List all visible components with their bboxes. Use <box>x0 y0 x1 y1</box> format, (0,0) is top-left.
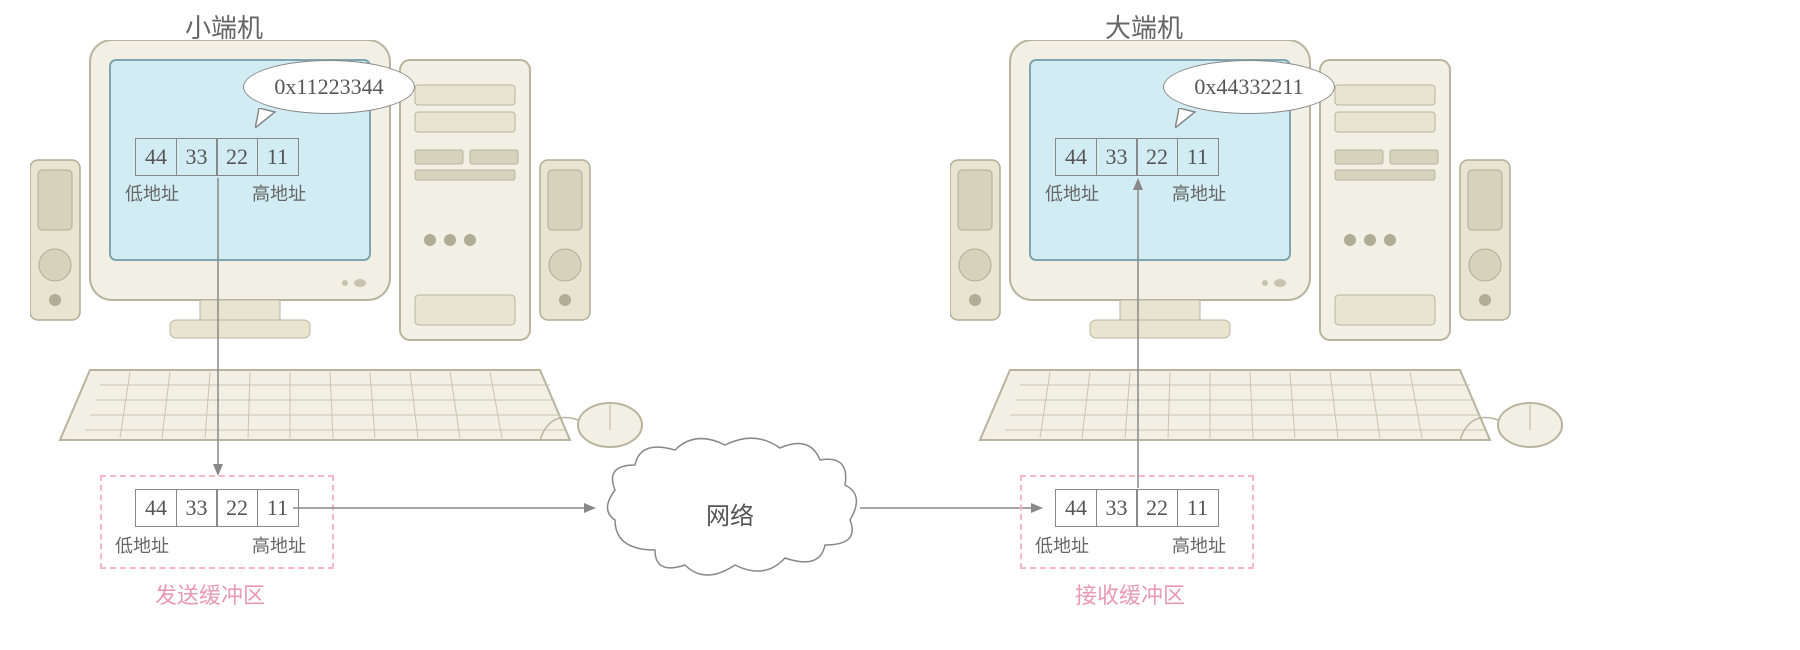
arrow-down-left-icon <box>211 178 225 478</box>
diagram-canvas: 小端机 <box>0 0 1800 650</box>
byte-cell: 33 <box>176 138 218 176</box>
left-buffer-low-addr: 低地址 <box>115 532 169 558</box>
byte-cell: 11 <box>257 138 299 176</box>
right-buffer-bytes: 44 33 22 11 <box>1055 489 1219 527</box>
byte-cell: 44 <box>135 489 177 527</box>
arrow-up-right-icon <box>1131 178 1145 488</box>
left-screen-high-addr: 高地址 <box>252 180 306 206</box>
left-buffer-high-addr: 高地址 <box>252 532 306 558</box>
byte-cell: 22 <box>1136 138 1178 176</box>
right-buffer-high-addr: 高地址 <box>1172 532 1226 558</box>
right-value-bubble: 0x44332211 <box>1163 60 1335 114</box>
byte-cell: 33 <box>1096 489 1138 527</box>
byte-cell: 22 <box>216 138 258 176</box>
right-buffer-label: 接收缓冲区 <box>1075 578 1185 610</box>
left-screen-bytes: 44 33 22 11 <box>135 138 299 176</box>
byte-cell: 11 <box>1177 489 1219 527</box>
left-hex-value: 0x11223344 <box>274 74 383 100</box>
arrow-from-network-icon <box>860 500 1045 516</box>
byte-cell: 22 <box>1136 489 1178 527</box>
byte-cell: 22 <box>216 489 258 527</box>
byte-cell: 44 <box>135 138 177 176</box>
arrow-to-network-icon <box>293 500 598 516</box>
right-screen-high-addr: 高地址 <box>1172 180 1226 206</box>
right-bubble-tail-icon <box>1175 108 1201 128</box>
left-bubble-tail-icon <box>255 108 281 128</box>
right-screen-low-addr: 低地址 <box>1045 180 1099 206</box>
left-buffer-bytes: 44 33 22 11 <box>135 489 299 527</box>
right-buffer-low-addr: 低地址 <box>1035 532 1089 558</box>
left-buffer-label: 发送缓冲区 <box>155 578 265 610</box>
left-screen-low-addr: 低地址 <box>125 180 179 206</box>
byte-cell: 33 <box>1096 138 1138 176</box>
byte-cell: 44 <box>1055 489 1097 527</box>
left-value-bubble: 0x11223344 <box>243 60 415 114</box>
byte-cell: 33 <box>176 489 218 527</box>
network-label: 网络 <box>706 496 754 531</box>
byte-cell: 44 <box>1055 138 1097 176</box>
right-screen-bytes: 44 33 22 11 <box>1055 138 1219 176</box>
right-hex-value: 0x44332211 <box>1194 74 1303 100</box>
byte-cell: 11 <box>1177 138 1219 176</box>
